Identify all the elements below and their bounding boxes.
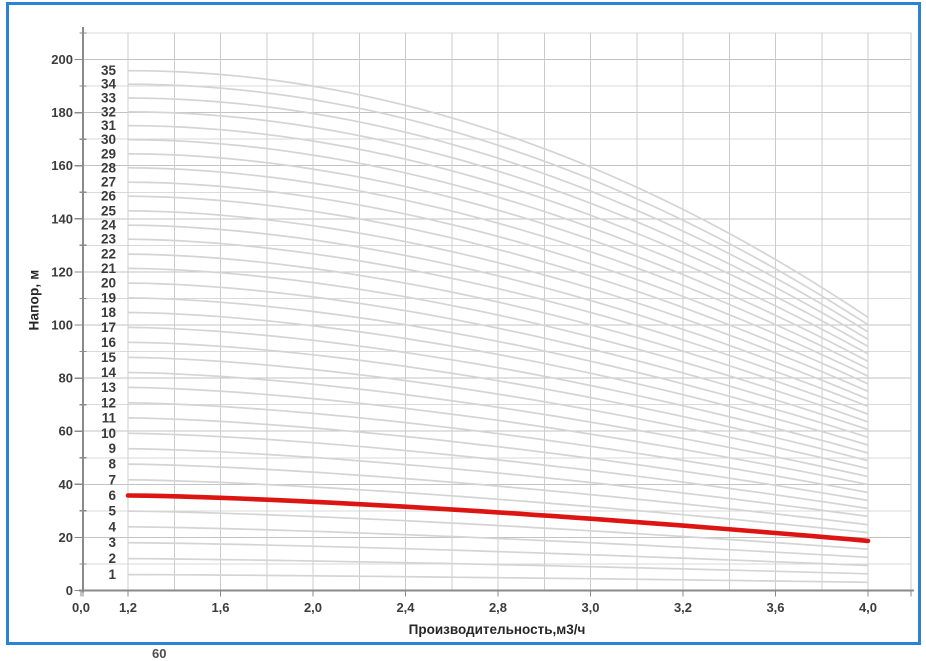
stage-curve-28 <box>127 166 869 370</box>
stage-label-26: 26 <box>101 189 117 204</box>
y-tick-label: 20 <box>59 530 73 545</box>
stage-label-25: 25 <box>101 203 117 218</box>
y-tick-label: 160 <box>51 158 73 173</box>
stage-curve-30 <box>127 138 869 355</box>
stage-curve-14 <box>127 371 869 478</box>
x-tick-label: 3,0 <box>581 600 599 615</box>
stage-label-16: 16 <box>101 335 117 350</box>
stage-label-3: 3 <box>108 535 116 550</box>
stage-label-11: 11 <box>102 410 117 425</box>
stage-label-34: 34 <box>101 77 117 92</box>
stage-label-2: 2 <box>108 551 116 566</box>
stage-label-6: 6 <box>108 488 116 503</box>
stage-label-7: 7 <box>108 472 116 487</box>
x-tick-label: 3,2 <box>674 600 692 615</box>
x-tick-label: 0,0 <box>72 600 90 615</box>
stage-curve-35 <box>127 69 869 319</box>
y-tick-label: 180 <box>51 105 73 120</box>
stage-curve-27 <box>127 181 869 377</box>
y-axis-title: Напор, м <box>26 269 42 331</box>
stage-label-17: 17 <box>101 320 116 335</box>
stage-label-5: 5 <box>108 504 116 519</box>
stage-curve-18 <box>127 311 869 446</box>
stage-label-22: 22 <box>101 247 116 262</box>
stage-label-4: 4 <box>108 519 116 534</box>
stage-label-32: 32 <box>101 104 116 119</box>
x-tick-label: 2,4 <box>396 600 415 615</box>
x-tick-label: 2,0 <box>304 600 322 615</box>
y-tick-label: 80 <box>59 371 73 386</box>
stage-curve-16 <box>127 341 869 462</box>
y-tick-label: 200 <box>51 52 73 67</box>
stage-curve-9 <box>127 447 869 518</box>
x-tick-label: 1,6 <box>211 600 229 615</box>
stage-curve-21 <box>127 267 869 423</box>
stage-curve-7 <box>127 478 869 534</box>
highlighted-stage-curve-6 <box>125 493 871 544</box>
stage-label-15: 15 <box>101 350 117 365</box>
stage-label-23: 23 <box>101 232 117 247</box>
stage-curve-12 <box>127 401 869 494</box>
clipped-next-chart-text: 60 <box>152 646 167 661</box>
stage-curve-20 <box>127 282 869 431</box>
stage-label-8: 8 <box>108 457 116 472</box>
stage-curve-33 <box>127 97 869 333</box>
stage-label-18: 18 <box>101 305 117 320</box>
x-tick-label: 4,0 <box>859 600 877 615</box>
stage-label-24: 24 <box>101 218 117 233</box>
stage-label-21: 21 <box>101 261 117 276</box>
stage-curve-15 <box>127 356 869 470</box>
stage-label-29: 29 <box>101 146 116 161</box>
stage-curve-32 <box>127 110 869 341</box>
stage-label-20: 20 <box>101 276 116 291</box>
y-tick-label: 120 <box>51 264 73 279</box>
y-tick-label: 100 <box>51 318 73 333</box>
stage-curve-3 <box>127 541 869 567</box>
stage-label-13: 13 <box>101 380 117 395</box>
y-tick-label: 40 <box>59 477 73 492</box>
stage-curve-22 <box>127 253 869 415</box>
x-axis-title: Производительность,м3/ч <box>408 622 586 637</box>
stage-curve-4 <box>127 525 869 559</box>
x-tick-label: 3,6 <box>766 600 784 615</box>
stage-curve-10 <box>127 432 869 510</box>
stage-label-10: 10 <box>101 426 116 441</box>
stage-curve-5 <box>127 510 869 550</box>
stage-label-28: 28 <box>101 160 117 175</box>
stage-curve-17 <box>127 326 869 454</box>
stage-curve-8 <box>127 463 869 526</box>
stage-label-33: 33 <box>101 90 117 105</box>
stage-curve-19 <box>127 297 869 439</box>
stage-curve-2 <box>127 557 869 575</box>
stage-label-14: 14 <box>101 365 117 380</box>
stage-curve-13 <box>127 386 869 486</box>
stage-curve-1 <box>128 573 869 584</box>
stage-curve-31 <box>127 124 869 348</box>
stage-label-9: 9 <box>108 441 116 456</box>
stage-curve-34 <box>127 83 869 326</box>
stage-curve-23 <box>127 238 869 408</box>
stage-curve-24 <box>127 224 869 400</box>
y-tick-label: 0 <box>66 583 73 598</box>
stage-label-12: 12 <box>101 395 116 410</box>
stage-label-30: 30 <box>101 132 116 147</box>
stage-label-27: 27 <box>101 175 116 190</box>
stage-curve-11 <box>127 417 869 502</box>
stage-label-35: 35 <box>101 63 117 78</box>
y-tick-label: 140 <box>51 211 73 226</box>
stage-label-31: 31 <box>101 118 117 133</box>
chart-border-frame <box>6 2 921 645</box>
x-tick-label: 2,8 <box>489 600 507 615</box>
stage-curve-25 <box>127 209 869 393</box>
stage-curve-26 <box>127 195 869 385</box>
x-tick-label: 1,2 <box>119 600 137 615</box>
y-tick-label: 60 <box>59 424 73 439</box>
stage-label-19: 19 <box>101 290 116 305</box>
stage-curve-29 <box>127 152 869 363</box>
stage-label-1: 1 <box>108 567 116 582</box>
